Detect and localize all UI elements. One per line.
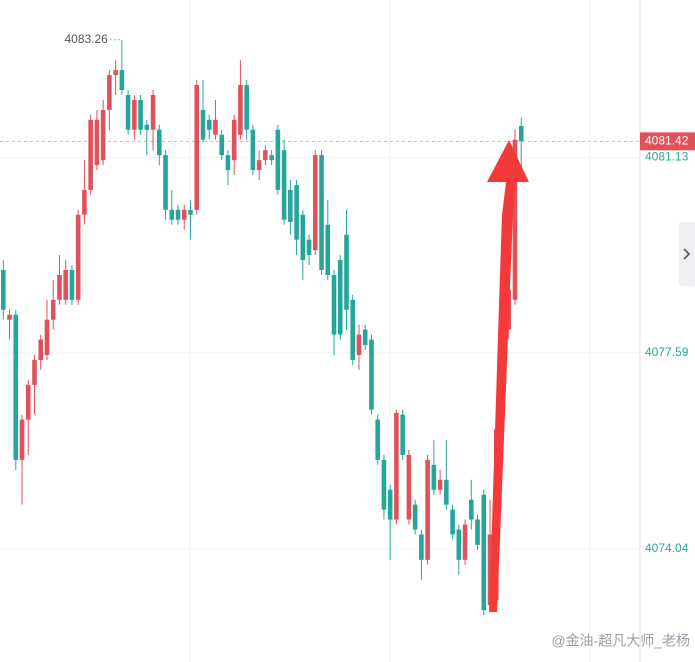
- candle-body: [475, 519, 480, 545]
- side-tab[interactable]: [679, 222, 695, 286]
- candle-body: [75, 214, 81, 300]
- candle-body: [69, 269, 75, 300]
- candle-body: [300, 214, 306, 261]
- candle-body: [194, 85, 200, 210]
- candle-body: [269, 155, 274, 161]
- candle-body: [119, 70, 125, 90]
- candle-body: [113, 70, 118, 76]
- candle-body: [100, 109, 106, 161]
- candle-body: [331, 274, 337, 335]
- candle-body: [481, 494, 487, 611]
- candle-body: [213, 119, 218, 135]
- candle-body: [344, 234, 349, 310]
- candle-body: [238, 85, 243, 135]
- candle-body: [356, 334, 362, 356]
- candle-body: [469, 499, 474, 520]
- candle-body: [32, 359, 37, 385]
- candle-body: [63, 269, 68, 300]
- candle-body: [263, 150, 268, 161]
- candle-body: [157, 129, 162, 156]
- candle-body: [350, 299, 356, 360]
- candle-body: [231, 119, 237, 161]
- side-tab-button[interactable]: [679, 222, 695, 286]
- candle-body: [169, 209, 175, 220]
- candle-body: [94, 119, 100, 166]
- last-price-label: 4081.42: [645, 134, 689, 148]
- candle-body: [200, 109, 206, 140]
- candle-body: [425, 459, 430, 560]
- chevron-icon: [683, 248, 691, 260]
- candle-body: [400, 414, 405, 455]
- candle-body: [256, 160, 262, 171]
- candle-body: [7, 314, 12, 320]
- candle-body: [319, 155, 324, 270]
- arrow-annotation: [487, 140, 529, 612]
- candle-body: [175, 209, 181, 220]
- candle-body: [50, 299, 56, 320]
- candle-body: [181, 209, 187, 220]
- candle-body: [225, 155, 231, 171]
- candle-body: [188, 209, 193, 215]
- candle-body: [288, 189, 293, 222]
- candle-body: [82, 189, 87, 215]
- candle-body: [406, 454, 412, 520]
- candle-body: [244, 85, 249, 130]
- watermark: @金油-超凡大师_老杨: [551, 633, 690, 649]
- candle-body: [518, 125, 524, 142]
- candle-body: [88, 119, 93, 190]
- high-label: 4083.26: [64, 32, 108, 46]
- candle-body: [294, 184, 299, 240]
- candle-body: [325, 224, 331, 275]
- candle-body: [144, 124, 150, 130]
- candle-body: [444, 479, 449, 505]
- candle-body: [150, 94, 156, 130]
- candle-body: [450, 509, 455, 535]
- candle-body: [132, 99, 137, 130]
- candle-body: [25, 384, 31, 420]
- candle-body: [375, 419, 380, 460]
- candle-body: [456, 529, 462, 560]
- candle-body: [1, 269, 6, 310]
- candle-body: [38, 339, 44, 360]
- candle-body: [125, 94, 131, 130]
- candle-body: [19, 419, 25, 460]
- candle-body: [275, 129, 281, 190]
- candle-body: [281, 150, 287, 220]
- candle-body: [437, 479, 443, 490]
- candle-body: [512, 139, 518, 300]
- y-tick-label: 4077.59: [645, 345, 689, 359]
- y-tick-label: 4074.04: [645, 541, 689, 555]
- candle-body: [13, 314, 19, 460]
- candles: 4083.26: [1, 32, 524, 616]
- candle-body: [313, 155, 318, 251]
- candle-body: [337, 260, 343, 335]
- candle-body: [369, 339, 374, 410]
- candle-body: [419, 534, 424, 560]
- y-tick-label: 4081.13: [645, 150, 689, 164]
- candle-body: [306, 239, 312, 256]
- candle-body: [57, 274, 62, 300]
- candle-body: [44, 319, 50, 356]
- price-axis: 4074.04 4077.59 4081.13 4081.42: [640, 132, 695, 555]
- last-price-badge: [640, 132, 695, 151]
- candle-body: [107, 75, 112, 110]
- candle-body: [250, 129, 256, 171]
- candle-body: [219, 134, 224, 156]
- candle-body: [431, 464, 437, 490]
- candle-body: [381, 459, 387, 510]
- candle-body: [163, 155, 168, 210]
- candle-body: [412, 504, 418, 530]
- candle-body: [394, 412, 399, 520]
- candle-body: [487, 534, 493, 606]
- candle-body: [138, 99, 143, 130]
- candle-body: [387, 489, 393, 520]
- candle-body: [462, 524, 468, 560]
- candle-body: [206, 119, 212, 130]
- candle-body: [362, 329, 368, 346]
